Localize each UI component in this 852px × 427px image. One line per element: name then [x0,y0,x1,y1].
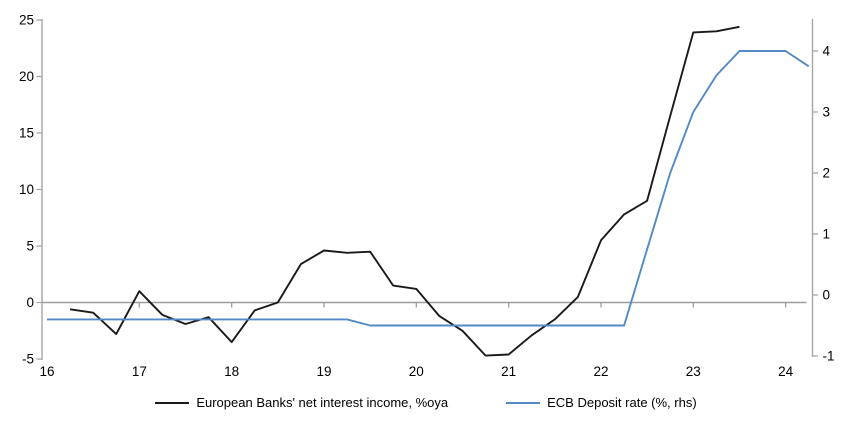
legend-label-ecb-deposit-rate: ECB Deposit rate (%, rhs) [547,395,697,410]
x-axis-tick-label: 20 [409,364,424,379]
line-swatch-blue-icon [506,401,541,404]
x-axis-tick-label: 17 [132,364,147,379]
right-y-axis-tick-label: 1 [823,227,831,242]
legend-label-net-interest-income: European Banks' net interest income, %oy… [196,395,449,410]
ecb-deposit-rate-line [47,50,810,327]
right-y-axis-tick-label: 4 [823,44,831,59]
line-swatch-black-icon [155,401,190,404]
x-axis-tick-label: 21 [501,364,516,379]
right-y-axis-tick-label: 2 [823,166,831,181]
left-y-axis-tick-label: 0 [26,295,34,310]
right-y-axis-tick-label: 0 [823,288,831,303]
x-axis-tick-label: 23 [686,364,701,379]
left-y-axis-tick-label: 15 [19,126,34,141]
x-axis-tick-label: 22 [593,364,608,379]
left-y-axis-tick-label: 5 [26,239,34,254]
legend-item-ecb-deposit-rate: ECB Deposit rate (%, rhs) [506,395,697,410]
left-y-axis-tick-label: -5 [22,352,34,367]
x-axis-tick-label: 24 [778,364,794,379]
left-y-axis-tick-label: 20 [19,69,34,84]
right-y-axis-tick-label: -1 [823,349,835,364]
left-y-axis-tick-label: 10 [19,182,34,197]
x-axis-tick-label: 16 [39,364,54,379]
left-y-axis-tick-label: 25 [19,13,34,28]
x-axis-tick-label: 18 [224,364,239,379]
right-y-axis-tick-label: 3 [823,105,831,120]
net-interest-income-line [69,25,740,357]
x-axis-tick-label: 19 [316,364,331,379]
legend-item-net-interest-income: European Banks' net interest income, %oy… [155,395,448,410]
legend: European Banks' net interest income, %oy… [0,395,852,410]
